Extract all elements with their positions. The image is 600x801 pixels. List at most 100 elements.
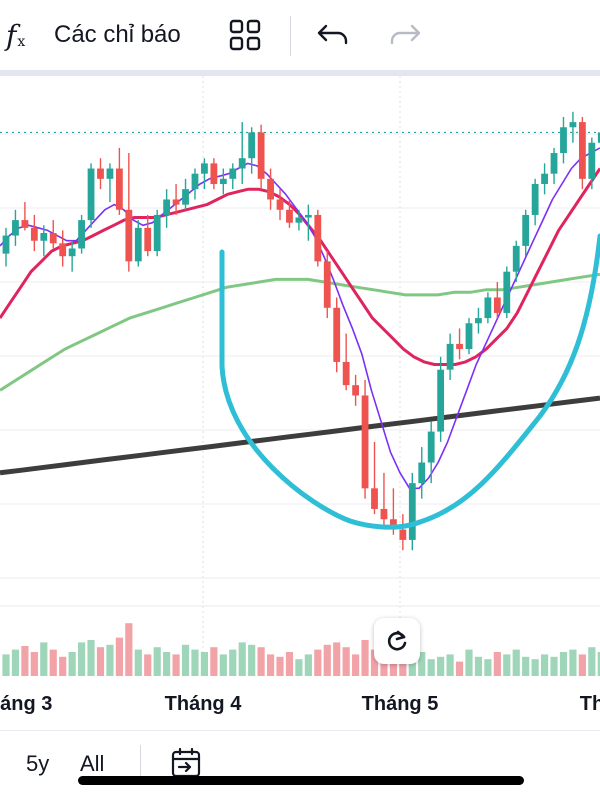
volume-bar <box>200 652 209 676</box>
candle-body <box>267 178 274 200</box>
candle-body <box>323 261 331 308</box>
candle-body <box>597 132 600 143</box>
volume-bar <box>248 644 256 676</box>
candle-body <box>475 318 482 324</box>
volume-bar <box>333 642 341 676</box>
volume-bar <box>484 659 492 676</box>
volume-bar <box>191 649 199 676</box>
volume-bar <box>125 623 133 676</box>
candle-body <box>342 361 350 386</box>
volume-bar <box>550 656 558 676</box>
candle-body <box>97 168 104 179</box>
candle-body <box>2 235 10 254</box>
ma-slow-line <box>0 272 600 392</box>
candle-body <box>569 122 577 128</box>
candle-body <box>78 220 85 249</box>
candle-body <box>115 168 123 210</box>
candle-body <box>418 462 426 484</box>
candle-body <box>68 248 76 257</box>
volume-bar <box>588 647 596 676</box>
candle-body <box>371 488 378 509</box>
volume-bar <box>578 654 586 676</box>
volume-bar <box>427 659 435 676</box>
undo-icon[interactable] <box>316 14 350 56</box>
indicators-button[interactable]: Các chỉ báo <box>54 21 181 48</box>
volume-bar <box>540 654 549 676</box>
candle-body <box>191 173 199 190</box>
candle-body <box>40 233 48 241</box>
candle-body <box>560 127 567 154</box>
volume-bar <box>2 654 10 676</box>
volume-bar <box>295 659 303 676</box>
volume-bar <box>446 654 454 676</box>
volume-bar <box>465 649 473 676</box>
candle-body <box>588 142 596 179</box>
x-tick-label: Tháng 5 <box>362 693 439 715</box>
price-chart[interactable]: Tháng 3 Tháng 4 Tháng 5 Th <box>0 76 600 730</box>
ma-fast-line <box>0 147 600 490</box>
candle-body <box>361 395 369 489</box>
volume-bar <box>40 642 48 676</box>
x-tick-label: Th <box>580 693 600 715</box>
candle-body <box>531 184 539 215</box>
candle-body <box>304 214 312 218</box>
volume-bar <box>210 647 218 676</box>
reset-chart-button[interactable] <box>374 618 420 664</box>
volume-bar <box>285 652 294 676</box>
volume-bar <box>78 642 86 676</box>
volume-bar <box>181 644 190 676</box>
candle-body <box>30 227 38 241</box>
volume-bar <box>49 649 57 676</box>
range-all-button[interactable]: All <box>80 751 105 776</box>
grid-layout-icon[interactable] <box>228 14 262 56</box>
candle-body <box>314 214 322 262</box>
volume-bar <box>323 644 331 676</box>
volume-bar <box>304 654 312 676</box>
volume-bar <box>96 647 105 676</box>
volume-bar <box>569 649 577 676</box>
redo-icon[interactable] <box>388 14 422 56</box>
toolbar-divider <box>290 16 291 56</box>
candle-body <box>182 189 189 205</box>
candle-body <box>106 168 114 179</box>
candle-body <box>248 132 256 159</box>
candle-body <box>276 199 284 210</box>
candle-body <box>153 214 161 252</box>
candle-body <box>144 227 152 252</box>
candle-body <box>210 163 218 184</box>
volume-bar <box>257 647 265 676</box>
volume-bar <box>21 646 29 676</box>
candle-body <box>446 343 454 370</box>
ma-long-line <box>0 395 600 476</box>
candle-body <box>408 483 416 540</box>
volume-bar <box>87 640 95 676</box>
volume-bar <box>342 647 350 676</box>
volume-bar <box>361 640 369 676</box>
volume-bar <box>314 649 322 676</box>
volume-bar <box>474 656 483 676</box>
volume-bar <box>455 661 464 676</box>
volume-bar <box>163 652 171 676</box>
volume-bar <box>59 656 67 676</box>
candle-body <box>512 245 520 272</box>
volume-bar <box>559 652 568 676</box>
volume-bar <box>493 652 501 676</box>
candle-body <box>87 168 95 221</box>
refresh-icon <box>387 630 407 651</box>
volume-bar <box>503 654 511 676</box>
volume-bar <box>418 652 426 676</box>
candle-body <box>134 227 142 262</box>
x-tick-label: Tháng 3 <box>0 693 52 715</box>
home-indicator <box>78 776 524 785</box>
candle-body <box>484 297 492 319</box>
candle-body <box>465 323 473 350</box>
volume-bar <box>219 654 227 676</box>
candle-body <box>493 297 501 313</box>
volume-bar <box>153 647 161 676</box>
volume-bar <box>389 652 397 676</box>
range-divider <box>140 745 141 781</box>
candle-body <box>163 199 171 215</box>
range-5y-button[interactable]: 5y <box>26 751 50 776</box>
